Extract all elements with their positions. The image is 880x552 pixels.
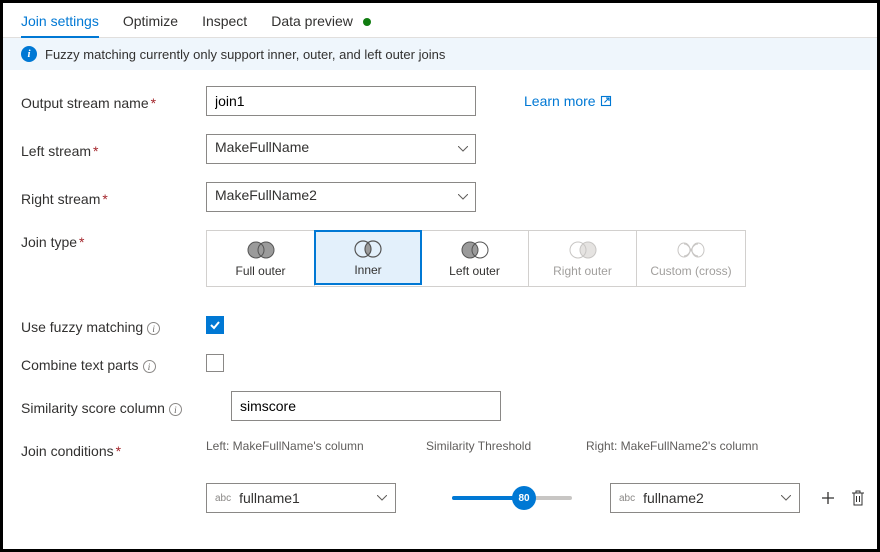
output-stream-input[interactable] xyxy=(206,86,476,116)
right-column-select[interactable]: abc fullname2 xyxy=(610,483,800,513)
type-abc-icon: abc xyxy=(215,493,231,504)
join-type-custom: Custom (cross) xyxy=(637,231,745,286)
info-icon: i xyxy=(21,46,37,62)
trash-icon xyxy=(851,490,865,506)
join-type-full-outer[interactable]: Full outer xyxy=(207,231,315,286)
help-icon[interactable]: i xyxy=(147,322,160,335)
join-type-right-outer: Right outer xyxy=(529,231,637,286)
row-right-stream: Right stream* MakeFullName2 xyxy=(21,182,859,212)
help-icon[interactable]: i xyxy=(143,360,156,373)
status-dot-icon xyxy=(363,18,371,26)
type-abc-icon: abc xyxy=(619,493,635,504)
delete-condition-button[interactable] xyxy=(848,488,868,508)
label-right-stream: Right stream* xyxy=(21,187,206,207)
label-use-fuzzy: Use fuzzy matchingi xyxy=(21,315,206,335)
label-join-type: Join type* xyxy=(21,230,206,250)
join-settings-panel: Join settings Optimize Inspect Data prev… xyxy=(0,0,880,552)
label-similarity-col: Similarity score columni xyxy=(21,396,231,416)
conditions-area: Left: MakeFullName's column Similarity T… xyxy=(206,439,868,513)
learn-more-link[interactable]: Learn more xyxy=(524,93,612,109)
chevron-down-icon xyxy=(781,495,791,501)
add-condition-button[interactable] xyxy=(818,488,838,508)
cond-header-mid: Similarity Threshold xyxy=(426,439,586,453)
conditions-header: Left: MakeFullName's column Similarity T… xyxy=(206,439,868,453)
tab-bar: Join settings Optimize Inspect Data prev… xyxy=(3,3,877,38)
join-type-group: Full outer Inner Left outer xyxy=(206,230,746,287)
left-column-select[interactable]: abc fullname1 xyxy=(206,483,396,513)
tab-optimize[interactable]: Optimize xyxy=(123,9,178,37)
check-icon xyxy=(209,319,221,331)
row-similarity-col: Similarity score columni xyxy=(21,391,859,421)
row-join-type: Join type* Full outer Inner xyxy=(21,230,859,287)
info-banner-text: Fuzzy matching currently only support in… xyxy=(45,47,445,62)
right-stream-select[interactable]: MakeFullName2 xyxy=(206,182,476,212)
row-join-conditions: Join conditions* Left: MakeFullName's co… xyxy=(21,439,859,513)
row-output-stream: Output stream name* Learn more xyxy=(21,86,859,116)
slider-thumb[interactable]: 80 xyxy=(512,486,536,510)
use-fuzzy-checkbox[interactable] xyxy=(206,316,224,334)
row-left-stream: Left stream* MakeFullName xyxy=(21,134,859,164)
row-use-fuzzy: Use fuzzy matchingi xyxy=(21,315,859,335)
venn-full-outer-icon xyxy=(243,240,279,260)
cond-header-left: Left: MakeFullName's column xyxy=(206,439,426,453)
chevron-down-icon xyxy=(377,495,387,501)
cond-header-right: Right: MakeFullName2's column xyxy=(586,439,786,453)
similarity-col-input[interactable] xyxy=(231,391,501,421)
condition-row: abc fullname1 80 abc fullname2 xyxy=(206,483,868,513)
form-body: Output stream name* Learn more Left stre… xyxy=(3,70,877,529)
tab-join-settings[interactable]: Join settings xyxy=(21,9,99,37)
help-icon[interactable]: i xyxy=(169,403,182,416)
label-output-stream: Output stream name* xyxy=(21,91,206,111)
label-combine-text: Combine text partsi xyxy=(21,353,206,373)
venn-right-outer-icon xyxy=(565,240,601,260)
condition-actions xyxy=(818,488,868,508)
left-stream-select[interactable]: MakeFullName xyxy=(206,134,476,164)
tab-data-preview-label: Data preview xyxy=(271,13,353,29)
plus-icon xyxy=(820,490,836,506)
external-link-icon xyxy=(600,95,612,107)
label-left-stream: Left stream* xyxy=(21,139,206,159)
row-combine-text: Combine text partsi xyxy=(21,353,859,373)
required-asterisk: * xyxy=(151,95,156,111)
threshold-slider[interactable]: 80 xyxy=(432,496,592,500)
join-type-inner[interactable]: Inner xyxy=(314,230,422,285)
venn-custom-icon xyxy=(673,240,709,260)
info-banner: i Fuzzy matching currently only support … xyxy=(3,38,877,70)
label-join-conditions: Join conditions* xyxy=(21,439,206,459)
venn-left-outer-icon xyxy=(457,240,493,260)
venn-inner-icon xyxy=(350,239,386,259)
combine-text-checkbox[interactable] xyxy=(206,354,224,372)
tab-data-preview[interactable]: Data preview xyxy=(271,9,371,37)
join-type-left-outer[interactable]: Left outer xyxy=(421,231,529,286)
tab-inspect[interactable]: Inspect xyxy=(202,9,247,37)
